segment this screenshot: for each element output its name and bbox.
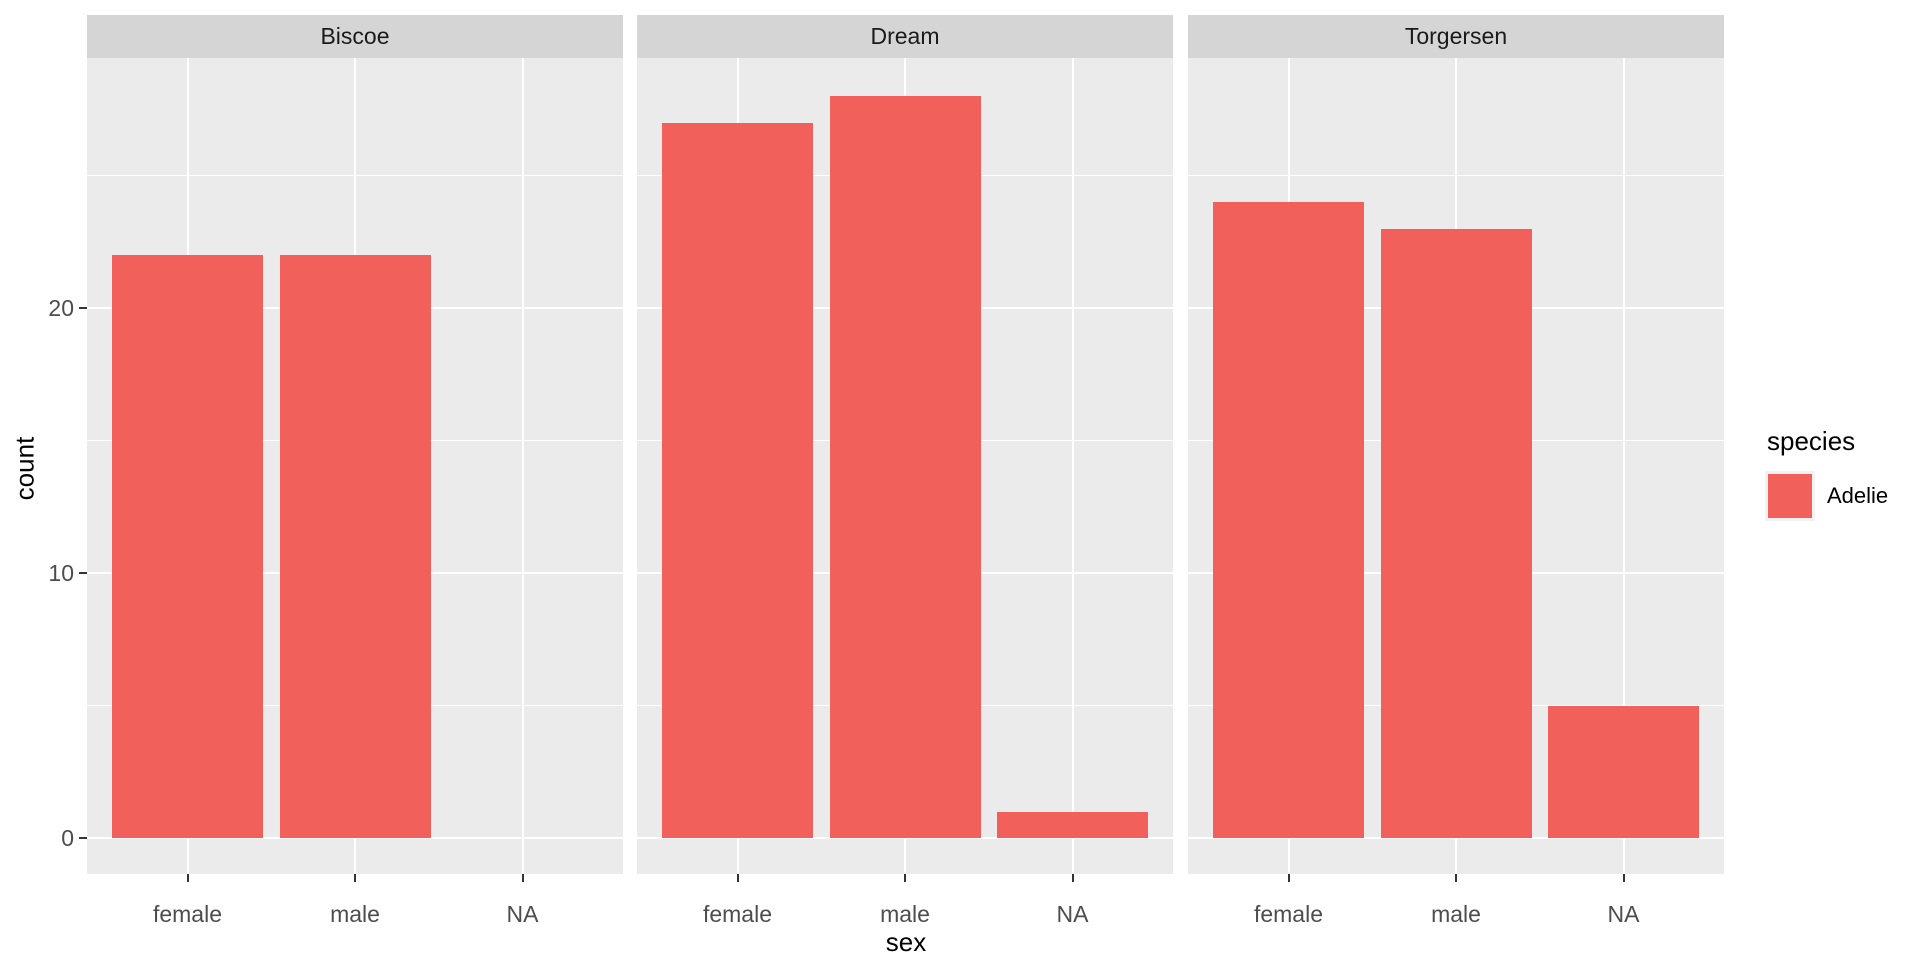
facet-strip: Torgersen xyxy=(1188,15,1724,58)
x-tick-mark xyxy=(1071,874,1074,882)
x-tick-label: NA xyxy=(1056,901,1089,927)
x-axis-title: sex xyxy=(885,927,927,957)
facet-strip-label: Biscoe xyxy=(320,23,390,49)
x-tick-mark xyxy=(736,874,739,882)
major-gridline-x xyxy=(521,58,524,874)
legend-key xyxy=(1765,471,1815,521)
x-tick-label: female xyxy=(152,901,223,927)
bar xyxy=(112,255,263,838)
major-gridline-x xyxy=(1071,58,1074,874)
legend-title: species xyxy=(1767,426,1856,456)
major-gridline-x xyxy=(1622,58,1625,874)
bar xyxy=(829,96,981,838)
y-tick-mark xyxy=(79,572,87,574)
x-tick-label: male xyxy=(1431,901,1481,927)
x-tick-label: NA xyxy=(506,901,539,927)
y-tick-label: 0 xyxy=(61,825,74,851)
facet-panel xyxy=(637,58,1173,874)
facet-strip: Biscoe xyxy=(87,15,623,58)
legend-item-adelie: Adelie xyxy=(1765,471,1888,521)
x-tick-mark xyxy=(186,874,189,882)
x-tick-mark xyxy=(521,874,524,882)
bar xyxy=(1380,228,1532,838)
y-tick-label: 10 xyxy=(48,560,74,586)
bar xyxy=(1548,705,1699,838)
facet-panel xyxy=(87,58,623,874)
facet-strip: Dream xyxy=(637,15,1173,58)
legend: species Adelie xyxy=(1765,426,1888,521)
bar xyxy=(279,255,431,838)
legend-swatch-adelie xyxy=(1768,474,1812,518)
x-tick-label: female xyxy=(702,901,773,927)
facet-strip-label: Torgersen xyxy=(1404,23,1508,49)
x-tick-label: female xyxy=(1253,901,1324,927)
x-tick-label: male xyxy=(330,901,380,927)
x-tick-mark xyxy=(354,874,356,882)
bar xyxy=(662,122,813,838)
x-tick-label: NA xyxy=(1607,901,1640,927)
legend-label: Adelie xyxy=(1827,483,1889,508)
x-tick-label: male xyxy=(880,901,930,927)
bar xyxy=(1213,202,1364,838)
x-tick-mark xyxy=(1455,874,1457,882)
y-axis-title: count xyxy=(9,436,40,501)
y-tick-mark xyxy=(79,837,87,839)
facet-panel xyxy=(1188,58,1724,874)
bar xyxy=(997,811,1148,838)
x-tick-mark xyxy=(904,874,906,882)
facet-strip-label: Dream xyxy=(870,23,940,49)
y-tick-label: 20 xyxy=(48,295,74,321)
x-tick-mark xyxy=(1622,874,1625,882)
y-tick-mark xyxy=(79,307,87,309)
x-tick-mark xyxy=(1287,874,1290,882)
